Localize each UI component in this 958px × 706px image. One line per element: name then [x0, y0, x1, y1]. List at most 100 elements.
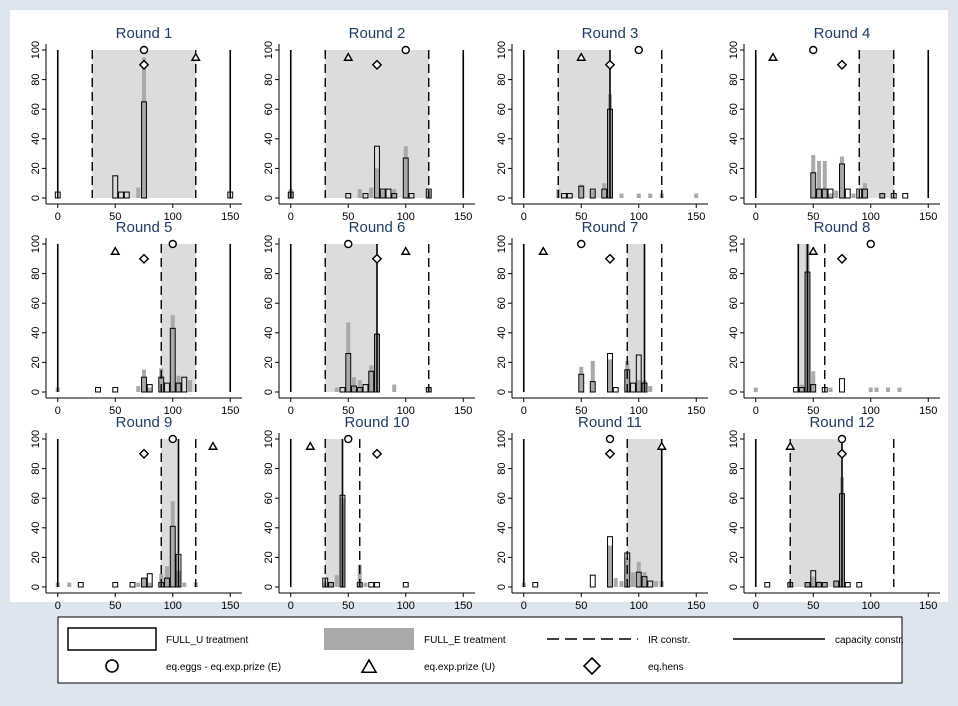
- x-tick-label: 150: [454, 211, 472, 223]
- bar-full-u: [589, 574, 596, 588]
- legend-label-ir: IR constr.: [648, 635, 690, 646]
- bar-full-e: [868, 387, 873, 392]
- y-tick-label: 80: [496, 267, 508, 279]
- bar-full-e: [351, 377, 357, 392]
- x-tick-label: 150: [454, 600, 472, 612]
- bar-full-u: [844, 582, 851, 588]
- x-tick-label: 50: [342, 600, 354, 612]
- bar-full-e: [874, 387, 879, 392]
- y-tick-label: 100: [728, 41, 740, 59]
- bar-full-u: [798, 387, 805, 393]
- x-tick-label: 100: [397, 211, 415, 223]
- bar-full-u: [601, 188, 608, 199]
- bar-full-u: [844, 188, 851, 199]
- y-tick-label: 100: [263, 430, 275, 448]
- y-tick-label: 40: [496, 327, 508, 339]
- marker-circle: [605, 434, 615, 444]
- marker-circle: [577, 239, 586, 249]
- shaded-region: [161, 244, 196, 392]
- bar-full-u: [821, 582, 828, 588]
- bar-full-u: [169, 327, 176, 393]
- marker-triangle: [808, 246, 819, 255]
- marker-diamond: [138, 448, 150, 459]
- y-tick-label: 100: [263, 41, 275, 59]
- bar-full-e: [834, 190, 839, 198]
- x-tick-label: 50: [109, 211, 121, 223]
- bar-full-e: [648, 193, 653, 198]
- legend-label-capacity: capacity constr.: [835, 635, 904, 646]
- y-tick-label: 0: [496, 389, 508, 395]
- marker-diamond: [604, 59, 616, 70]
- x-tick-label: 50: [807, 211, 819, 223]
- legend-swatch-triangle: [360, 658, 378, 674]
- x-tick-label: 50: [342, 405, 354, 417]
- legend-label-triangle: eq.exp.prize (U): [424, 662, 495, 673]
- bar-full-e: [602, 183, 607, 198]
- bar-full-e: [147, 582, 152, 587]
- bar-full-u: [164, 577, 170, 588]
- x-tick-label: 100: [862, 600, 880, 612]
- bar-full-u: [141, 577, 147, 588]
- bar-full-e: [642, 572, 647, 587]
- bar-full-e: [141, 57, 147, 199]
- panel-title: Round 12: [809, 414, 874, 431]
- panel-round-7: Round 7 0 20 40 60 80 100 0 50 100 150: [496, 219, 708, 417]
- bar-full-e: [897, 387, 902, 392]
- x-tick-label: 100: [164, 405, 182, 417]
- legend: FULL_U treatment FULL_E treatment IR const…: [57, 616, 904, 684]
- bar-full-u: [374, 582, 380, 588]
- bar-full-e: [811, 576, 816, 587]
- bar-full-e: [147, 387, 152, 392]
- bar-full-u: [402, 582, 409, 588]
- bar-full-e: [334, 575, 339, 587]
- y-tick-label: 60: [496, 103, 508, 115]
- marker-circle: [168, 434, 177, 444]
- y-tick-label: 20: [496, 162, 508, 174]
- panel-round-6: Round 6 0 20 40 60 80 100 0 50 100 150: [263, 219, 475, 417]
- bar-full-e: [811, 155, 816, 198]
- x-tick-label: 0: [55, 600, 61, 612]
- x-tick-label: 0: [288, 405, 294, 417]
- bar-full-u: [391, 193, 398, 199]
- y-tick-label: 0: [30, 389, 42, 395]
- panel-round-4: Round 4 0 20 40 60 80 100 0 50 100 150: [728, 25, 940, 223]
- marker-triangle: [538, 246, 549, 255]
- bar-full-u: [112, 175, 119, 199]
- y-tick-label: 80: [30, 462, 42, 474]
- x-tick-label: 50: [109, 600, 121, 612]
- bar-full-e: [164, 566, 170, 587]
- y-tick-label: 80: [496, 462, 508, 474]
- bar-full-e: [811, 371, 816, 392]
- bar-full-e: [67, 582, 72, 587]
- y-tick-label: 100: [496, 430, 508, 448]
- bar-full-e: [630, 572, 636, 587]
- bar-full-e: [170, 315, 175, 392]
- legend-swatch-full-u: [67, 627, 157, 651]
- bar-full-u: [385, 188, 392, 199]
- y-tick-label: 80: [728, 462, 740, 474]
- bar-full-u: [607, 536, 613, 588]
- bar-full-e: [579, 184, 584, 198]
- bar-full-e: [805, 582, 810, 587]
- x-tick-label: 50: [575, 600, 587, 612]
- x-tick-label: 0: [55, 405, 61, 417]
- x-tick-label: 0: [753, 600, 759, 612]
- y-tick-label: 0: [263, 389, 275, 395]
- bar-full-e: [834, 581, 839, 587]
- bar-full-e: [590, 360, 595, 392]
- x-tick-label: 100: [164, 600, 182, 612]
- y-tick-label: 20: [263, 356, 275, 368]
- bar-full-u: [578, 185, 585, 199]
- bar-full-u: [816, 188, 822, 199]
- y-tick-label: 80: [30, 267, 42, 279]
- shaded-region: [798, 244, 808, 392]
- bar-full-e: [392, 384, 397, 392]
- y-tick-label: 0: [263, 584, 275, 590]
- y-tick-label: 0: [30, 195, 42, 201]
- x-tick-label: 150: [221, 600, 239, 612]
- bar-full-u: [368, 370, 375, 393]
- bar-full-u: [612, 387, 619, 393]
- y-tick-label: 100: [728, 430, 740, 448]
- bar-full-e: [357, 189, 362, 198]
